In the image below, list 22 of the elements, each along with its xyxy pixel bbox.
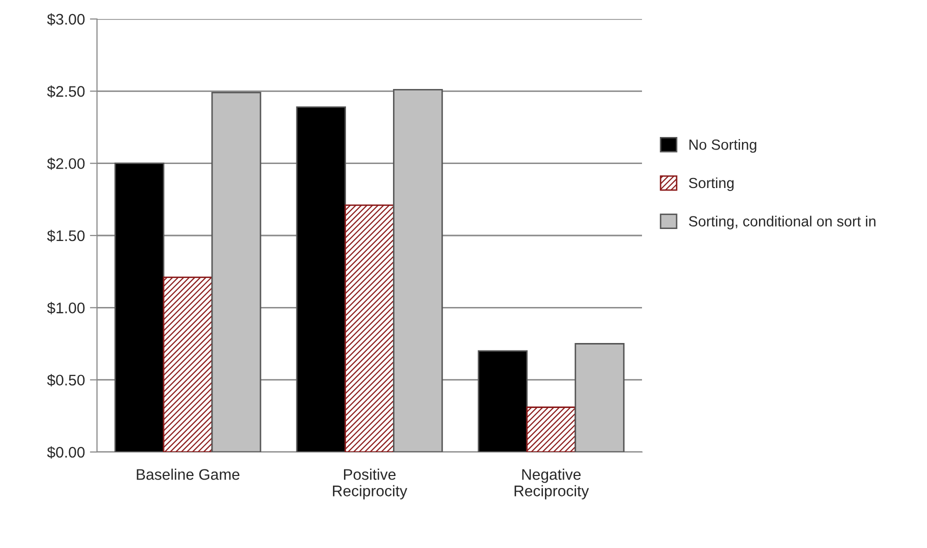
legend-label: Sorting — [688, 177, 734, 192]
bar — [478, 350, 528, 452]
bar — [114, 162, 164, 452]
y-tick-label: $2.50 — [47, 85, 85, 98]
y-tick-label: $0.50 — [47, 374, 85, 386]
bar — [526, 406, 576, 452]
y-tick-label: $1.50 — [47, 230, 85, 242]
bar — [574, 343, 625, 452]
y-tick-label: $2.00 — [47, 158, 85, 170]
x-tick-label: Positive Reciprocity — [332, 468, 408, 500]
x-tick-label: Negative Reciprocity — [514, 468, 589, 500]
x-tick-label: Baseline Game — [136, 468, 240, 480]
legend-label: Sorting, conditional on sort in — [688, 216, 876, 230]
bar — [344, 204, 394, 452]
legend-label: No Sorting — [689, 139, 756, 153]
y-tick-label: $1.00 — [47, 302, 85, 314]
bar — [162, 276, 213, 452]
bar — [211, 92, 262, 452]
y-tick-label: $3.00 — [47, 13, 85, 26]
y-tick-label: $0.00 — [47, 446, 85, 459]
bar — [296, 106, 346, 452]
bar — [393, 89, 443, 452]
